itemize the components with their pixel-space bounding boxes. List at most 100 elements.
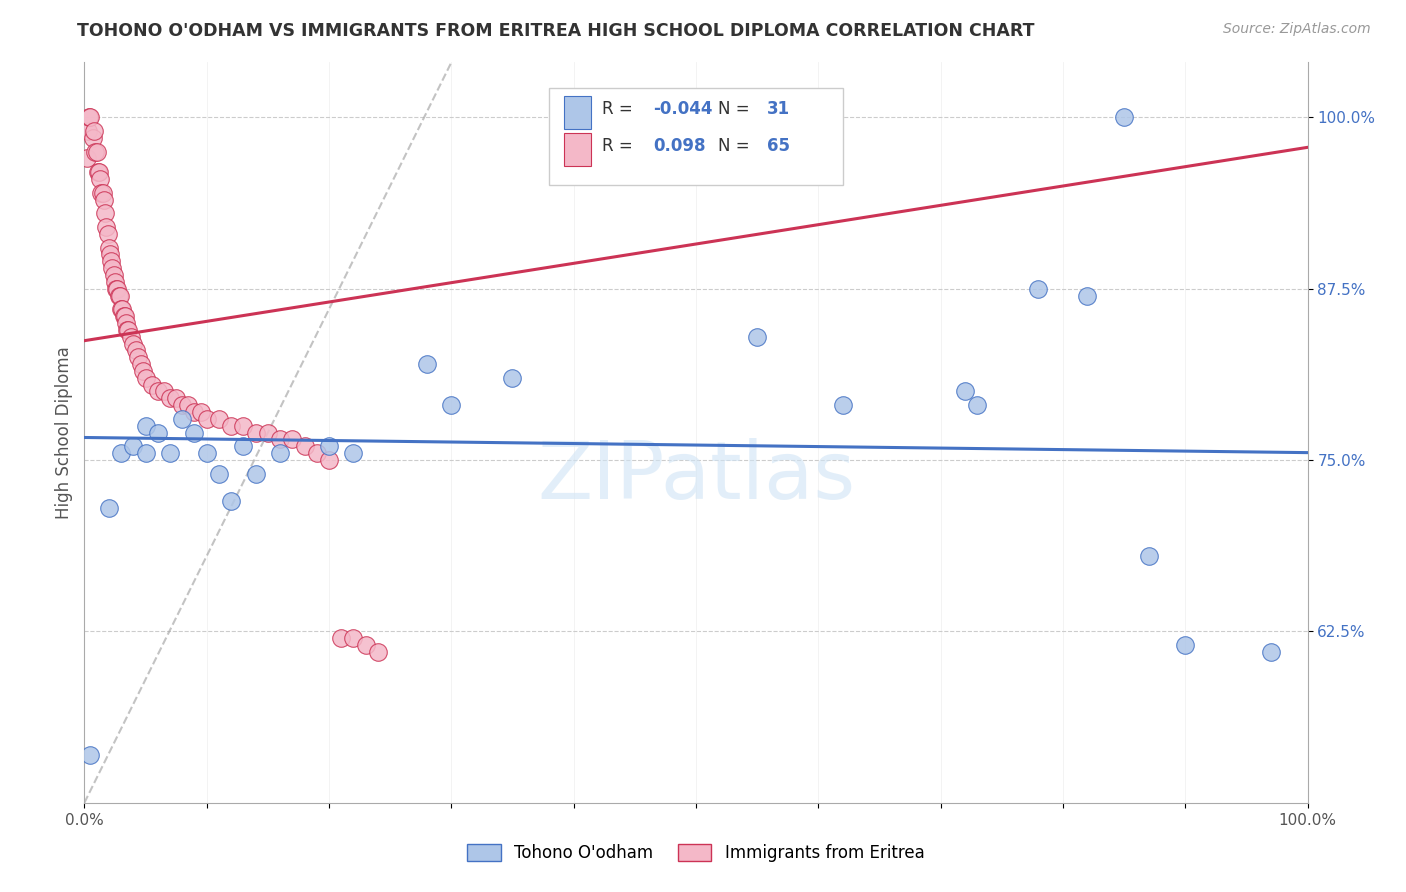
Point [101,261,124,276]
Point [108,288,131,302]
Point [281,433,304,447]
Point [269,433,291,447]
Point [84,145,107,159]
Point [135,371,157,385]
Point [105,282,128,296]
Text: N =: N = [718,137,755,155]
Point [183,425,205,440]
Point [257,425,280,440]
Point [110,302,132,317]
Point [115,323,138,337]
Point [79,110,101,124]
Point [77,124,100,138]
Point [953,384,976,399]
Point [135,418,157,433]
Point [122,336,145,351]
Point [208,412,231,426]
Point [342,632,364,646]
Point [97,240,120,255]
Point [110,446,132,460]
Point [132,364,155,378]
Point [107,288,129,302]
Point [117,323,139,337]
Point [966,398,988,412]
Point [135,446,157,460]
Point [747,329,769,343]
Point [177,398,200,412]
Point [245,425,267,440]
Bar [564,133,591,166]
Point [318,439,340,453]
Text: 65: 65 [766,137,790,155]
Point [94,206,117,220]
Point [146,425,169,440]
Point [103,268,125,282]
Point [831,398,853,412]
Text: R =: R = [602,137,638,155]
Point [367,645,389,659]
Point [111,302,134,317]
Point [86,145,108,159]
Point [354,638,377,652]
Text: Source: ZipAtlas.com: Source: ZipAtlas.com [1223,22,1371,37]
Point [141,377,163,392]
Point [1260,645,1282,659]
Point [96,219,118,234]
Point [146,384,169,399]
FancyBboxPatch shape [550,88,842,185]
Text: ZIPatlas: ZIPatlas [537,438,855,516]
Point [219,418,242,433]
Point [342,446,364,460]
Text: 0.098: 0.098 [654,137,706,155]
Point [245,467,267,481]
Point [105,282,128,296]
Y-axis label: High School Diploma: High School Diploma [55,346,73,519]
Point [76,152,98,166]
Point [208,467,231,481]
Point [115,316,138,330]
Point [190,405,212,419]
Point [114,309,136,323]
Point [172,398,194,412]
Point [1114,110,1136,124]
Point [98,247,121,261]
Point [120,329,142,343]
Point [129,357,152,371]
Point [79,747,101,762]
Text: 31: 31 [766,100,790,118]
Point [125,343,148,358]
Point [219,494,242,508]
Point [1174,638,1197,652]
Point [100,254,122,268]
Point [269,446,291,460]
Point [232,418,254,433]
Point [87,165,110,179]
Point [87,165,110,179]
Point [90,186,112,200]
Bar [564,95,591,129]
Point [416,357,439,371]
Point [112,309,135,323]
Point [122,439,145,453]
Point [97,227,120,241]
Point [172,412,194,426]
Text: TOHONO O'ODHAM VS IMMIGRANTS FROM ERITREA HIGH SCHOOL DIPLOMA CORRELATION CHART: TOHONO O'ODHAM VS IMMIGRANTS FROM ERITRE… [77,22,1035,40]
Point [83,124,105,138]
Point [232,439,254,453]
Point [153,384,176,399]
Point [294,439,316,453]
Point [1028,282,1050,296]
Point [502,371,524,385]
Point [1137,549,1160,563]
Point [93,193,115,207]
Point [440,398,463,412]
Point [77,110,100,124]
Point [159,392,181,406]
Point [97,501,120,516]
Text: -0.044: -0.044 [654,100,713,118]
Point [159,446,181,460]
Point [195,412,218,426]
Point [91,186,114,200]
Point [305,446,328,460]
Point [165,392,187,406]
